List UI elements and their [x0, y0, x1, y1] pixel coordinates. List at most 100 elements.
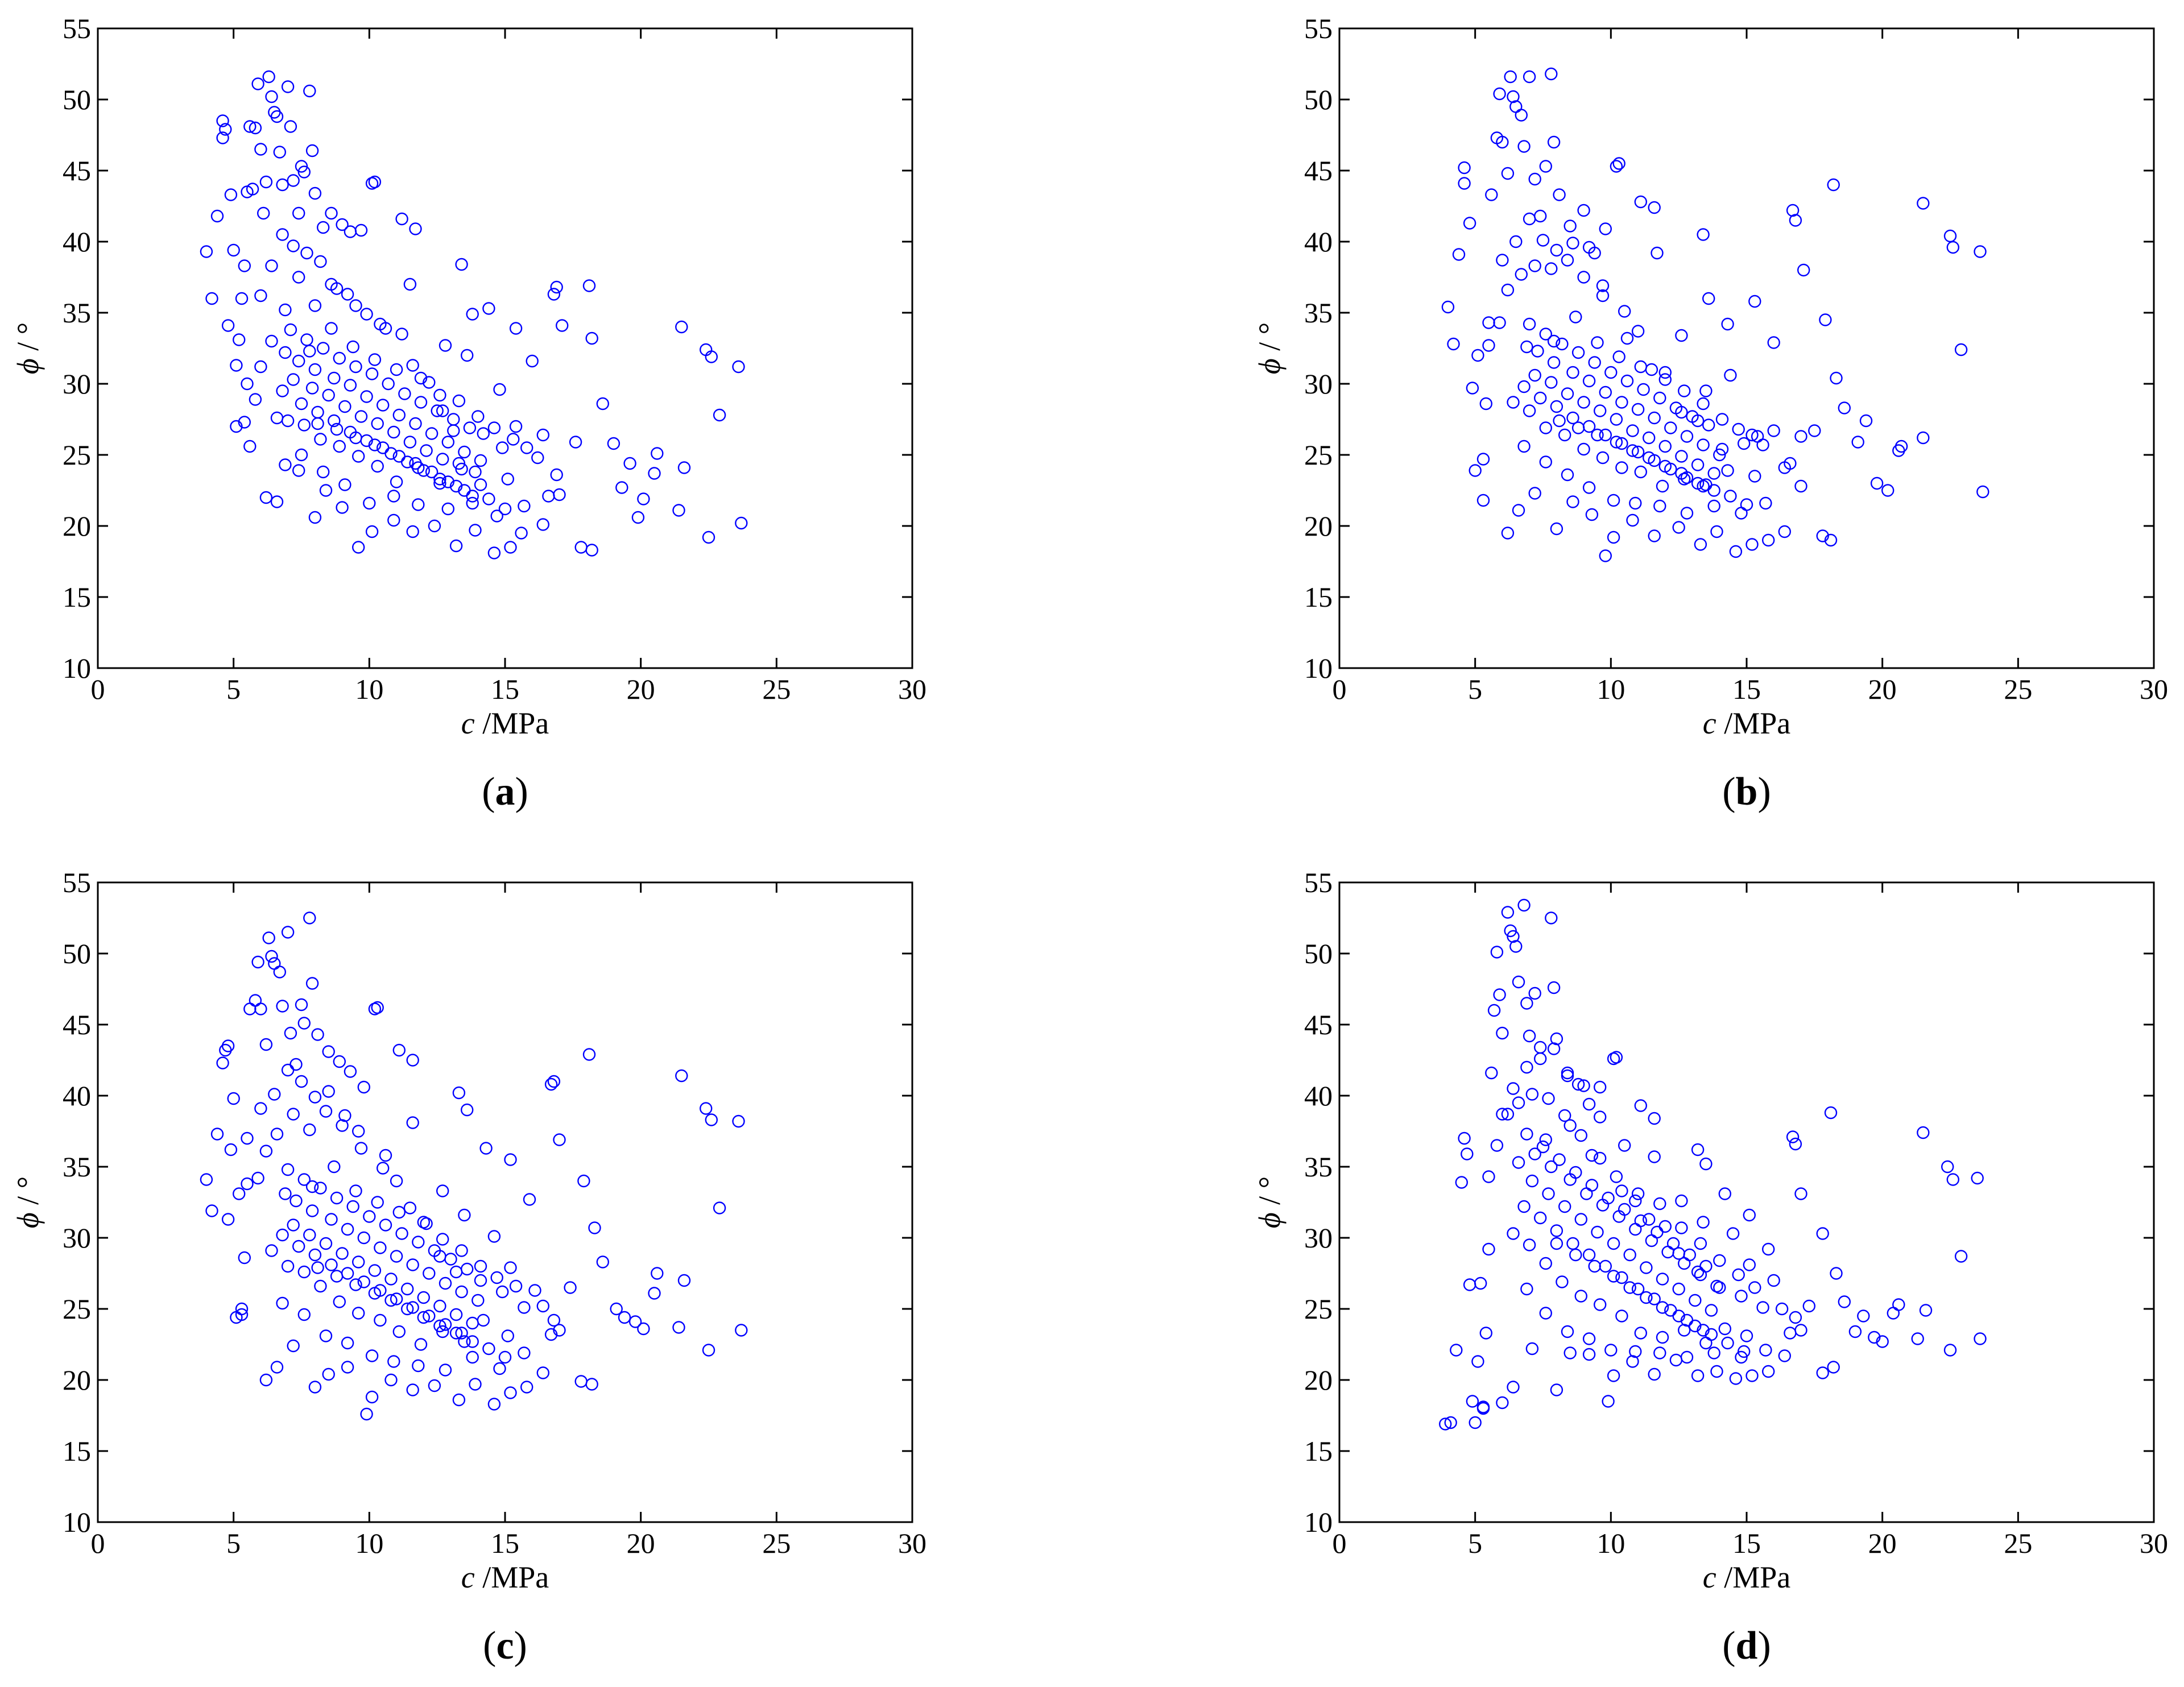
data-point [574, 1375, 588, 1388]
data-point [466, 308, 479, 321]
x-tick-label: 5 [1468, 673, 1482, 705]
y-tick-label: 50 [1304, 84, 1333, 115]
panel-letter: b [1736, 770, 1758, 814]
data-point [610, 1302, 623, 1316]
data-point [423, 1309, 436, 1323]
data-point [1648, 201, 1661, 214]
data-point [292, 1240, 305, 1253]
scatter-points [200, 70, 748, 559]
data-point [1653, 391, 1666, 405]
data-point [297, 1308, 311, 1321]
x-tick-label: 10 [1596, 673, 1625, 705]
data-point [354, 1142, 368, 1155]
y-axis-unit: / ° [11, 322, 45, 359]
data-point [311, 417, 324, 430]
data-point [1561, 387, 1574, 400]
data-point [300, 246, 313, 260]
data-point [596, 1255, 610, 1269]
data-point [270, 1128, 284, 1141]
data-point [1686, 410, 1699, 423]
data-point [1732, 422, 1745, 436]
data-point [1658, 440, 1672, 453]
x-tick-label: 15 [1732, 1527, 1761, 1559]
data-point [1476, 1400, 1490, 1414]
data-point [1515, 268, 1528, 281]
data-point [713, 408, 726, 422]
data-point [588, 1221, 601, 1234]
data-point [412, 498, 425, 511]
data-point [1615, 437, 1628, 450]
y-tick-label: 35 [1304, 297, 1333, 329]
data-point [352, 1307, 365, 1320]
data-point [1556, 337, 1569, 351]
data-point [1539, 1133, 1553, 1146]
data-point [205, 1204, 218, 1217]
data-point [577, 1174, 590, 1188]
x-axis-label: c /MPa [461, 1560, 549, 1594]
data-point [1707, 484, 1720, 497]
data-point [352, 1125, 365, 1138]
data-point [1892, 1298, 1905, 1311]
data-point [487, 546, 501, 559]
data-point [346, 1200, 359, 1213]
data-point [330, 1191, 344, 1205]
data-point [311, 405, 324, 419]
data-point [1496, 254, 1509, 267]
data-point [1729, 1372, 1743, 1385]
data-point [1441, 300, 1455, 314]
data-point [1974, 1332, 1987, 1345]
data-point [338, 400, 351, 413]
data-point [1523, 404, 1536, 417]
data-point [1802, 1299, 1816, 1313]
data-point [377, 399, 390, 412]
data-point [490, 509, 503, 523]
data-point [1876, 1335, 1889, 1348]
data-point [1520, 1128, 1533, 1141]
data-point [308, 1091, 322, 1104]
scatter-points [1441, 67, 1989, 562]
x-tick-label: 0 [1333, 1527, 1347, 1559]
data-point [672, 1321, 685, 1334]
data-point [305, 1180, 319, 1193]
data-point [371, 417, 384, 430]
data-point [406, 1054, 419, 1067]
data-point [542, 490, 555, 503]
y-tick-label: 45 [63, 155, 91, 186]
data-point [216, 1056, 229, 1070]
data-point [417, 464, 430, 477]
data-point [504, 541, 517, 554]
data-point [1767, 336, 1780, 349]
data-point [507, 433, 520, 446]
data-point [509, 420, 523, 433]
data-point [305, 144, 319, 157]
data-point [474, 1274, 487, 1287]
x-tick-label: 25 [762, 673, 791, 705]
data-point [338, 1109, 351, 1122]
data-point [1447, 337, 1460, 351]
data-point [1629, 496, 1642, 510]
data-point [523, 1193, 536, 1206]
data-point [1607, 1237, 1620, 1250]
data-point [1702, 418, 1715, 432]
data-point [433, 472, 446, 486]
data-point [585, 1378, 598, 1391]
data-point [1784, 1327, 1797, 1340]
data-point [390, 1174, 403, 1188]
data-point [1474, 1276, 1487, 1290]
data-point [1648, 411, 1661, 425]
data-point [1574, 1213, 1588, 1226]
data-point [390, 363, 403, 376]
data-point [1547, 981, 1561, 994]
data-point [1571, 1077, 1585, 1091]
y-tick-label: 30 [1304, 1222, 1333, 1254]
data-point [1694, 1237, 1707, 1250]
data-point [1672, 1309, 1685, 1323]
data-point [390, 1250, 403, 1263]
data-point [374, 317, 387, 331]
x-tick-label: 0 [91, 1527, 105, 1559]
data-point [1615, 1309, 1628, 1323]
data-point [428, 519, 441, 533]
data-point [1582, 1097, 1596, 1111]
data-point [406, 1301, 419, 1314]
panel-a: 0 5 10 15 20 25 30 10 15 20 25 30 35 40 45 50 55 c /MPa ϕ … [11, 13, 926, 814]
